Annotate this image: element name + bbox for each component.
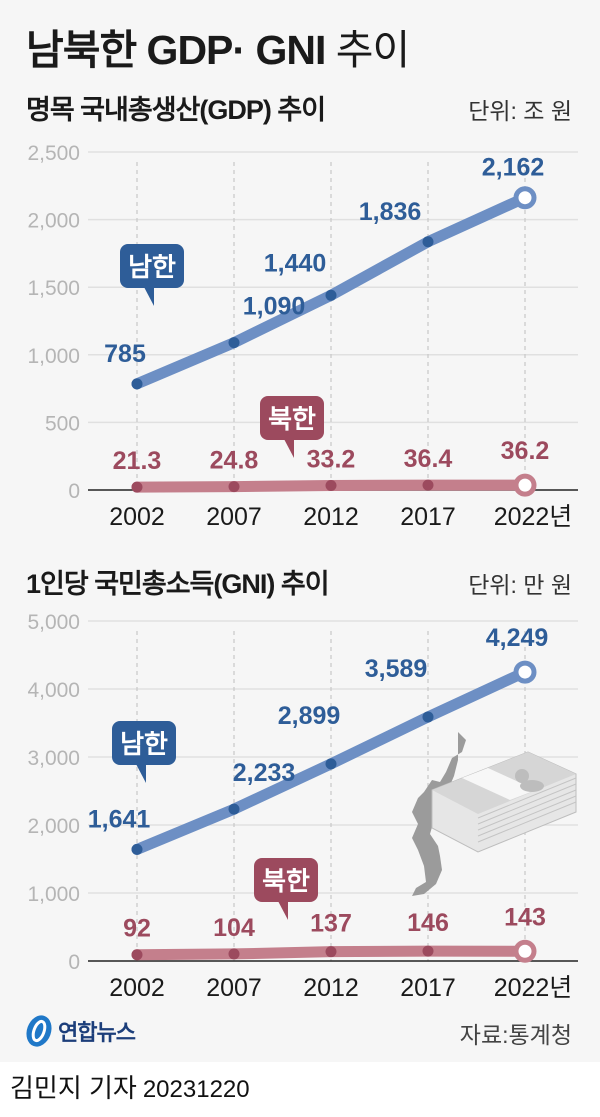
legend-label: 북한: [262, 866, 310, 896]
data-label: 104: [213, 914, 255, 942]
logo-text: 연합뉴스: [58, 1020, 136, 1045]
data-point: [228, 803, 240, 815]
data-point: [131, 378, 143, 390]
end-point: [513, 473, 537, 497]
data-point: [325, 289, 337, 301]
y-tick-label: 3,000: [27, 747, 80, 770]
data-label: 1,836: [359, 198, 422, 226]
yonhap-globe-icon: [26, 1015, 52, 1047]
y-tick-label: 1,000: [27, 345, 80, 368]
data-label: 33.2: [307, 446, 356, 474]
data-label: 1,090: [243, 293, 306, 321]
x-tick-label: 2012: [303, 503, 359, 531]
data-label: 137: [310, 910, 352, 938]
end-point: [513, 660, 537, 684]
data-label: 143: [504, 903, 546, 931]
data-label: 36.2: [501, 437, 550, 465]
data-point: [131, 843, 143, 855]
x-tick-label: 2017: [400, 974, 456, 1002]
data-point: [422, 711, 434, 723]
x-tick-label: 2002: [109, 974, 165, 1002]
x-tick-label: 2012: [303, 974, 359, 1002]
x-tick-label: 2007: [206, 503, 262, 531]
data-point: [422, 945, 434, 957]
gni-line-chart: 0 1,000 2,000 3,000 4,000 5,000 1,641 2,233 2,89…: [27, 611, 578, 1002]
data-label: 785: [104, 340, 146, 368]
data-label: 21.3: [113, 447, 162, 475]
data-label: 4,249: [486, 624, 549, 652]
gni-chart-title: 1인당 국민총소득(GNI) 추이: [26, 569, 330, 599]
reporter-name: 김민지 기자: [10, 1073, 137, 1103]
data-label: 3,589: [365, 655, 428, 683]
y-tick-label: 1,500: [27, 277, 80, 300]
y-tick-label: 4,000: [27, 679, 80, 702]
south-korea-legend-bubble: 남한: [120, 244, 184, 306]
gdp-line-chart: 0 500 1,000 1,500 2,000 2,500 785 1,090 1,440 1,8…: [27, 142, 578, 531]
end-point: [513, 939, 537, 963]
data-point: [131, 949, 143, 961]
y-tick-label: 0: [68, 480, 80, 503]
data-label: 2,233: [233, 759, 296, 787]
byline: 김민지 기자 20231220: [10, 1068, 250, 1105]
source-label: 자료:통계청: [459, 1022, 572, 1048]
x-tick-label: 2002: [109, 503, 165, 531]
data-point: [422, 236, 434, 248]
x-tick-label: 2022년: [494, 974, 573, 1002]
data-label: 92: [123, 915, 151, 943]
legend-label: 북한: [268, 404, 316, 434]
y-tick-label: 2,000: [27, 815, 80, 838]
y-tick-label: 2,500: [27, 142, 80, 165]
korea-map-icon: [412, 732, 466, 896]
publish-date: 20231220: [142, 1076, 250, 1103]
korea-money-illustration: [412, 732, 577, 896]
x-tick-label: 2022년: [494, 503, 573, 531]
north-korea-legend-bubble: 북한: [260, 396, 324, 458]
data-point: [325, 480, 337, 492]
data-label: 36.4: [404, 445, 453, 473]
gni-unit-label: 단위: 만 원: [468, 572, 572, 598]
x-tick-label: 2007: [206, 974, 262, 1002]
data-point: [131, 481, 143, 493]
data-point: [228, 948, 240, 960]
data-label: 24.8: [210, 447, 259, 475]
title-bold: 남북한 GDP· GNI: [26, 27, 326, 73]
data-point: [228, 337, 240, 349]
legend-label: 남한: [120, 729, 168, 759]
end-point: [513, 186, 537, 210]
yonhap-logo: 연합뉴스: [24, 1013, 136, 1049]
data-point: [422, 479, 434, 491]
title-light: 추이: [325, 27, 410, 73]
data-point: [325, 946, 337, 958]
data-point: [325, 758, 337, 770]
y-tick-label: 0: [68, 951, 80, 974]
data-point: [228, 481, 240, 493]
gdp-unit-label: 단위: 조 원: [468, 98, 572, 124]
south-korea-legend-bubble: 남한: [112, 721, 176, 783]
y-tick-label: 2,000: [27, 210, 80, 233]
y-tick-label: 5,000: [27, 611, 80, 634]
north-korea-legend-bubble: 북한: [254, 858, 318, 920]
y-tick-label: 500: [45, 412, 80, 435]
page-title: 남북한 GDP· GNI 추이: [26, 16, 410, 76]
y-tick-label: 1,000: [27, 883, 80, 906]
data-label: 1,641: [88, 805, 151, 833]
data-label: 146: [407, 909, 449, 937]
data-label: 1,440: [264, 249, 327, 277]
gdp-chart-title: 명목 국내총생산(GDP) 추이: [26, 95, 326, 125]
legend-label: 남한: [128, 252, 176, 282]
data-label: 2,899: [278, 702, 341, 730]
x-tick-label: 2017: [400, 503, 456, 531]
data-label: 2,162: [482, 154, 545, 182]
